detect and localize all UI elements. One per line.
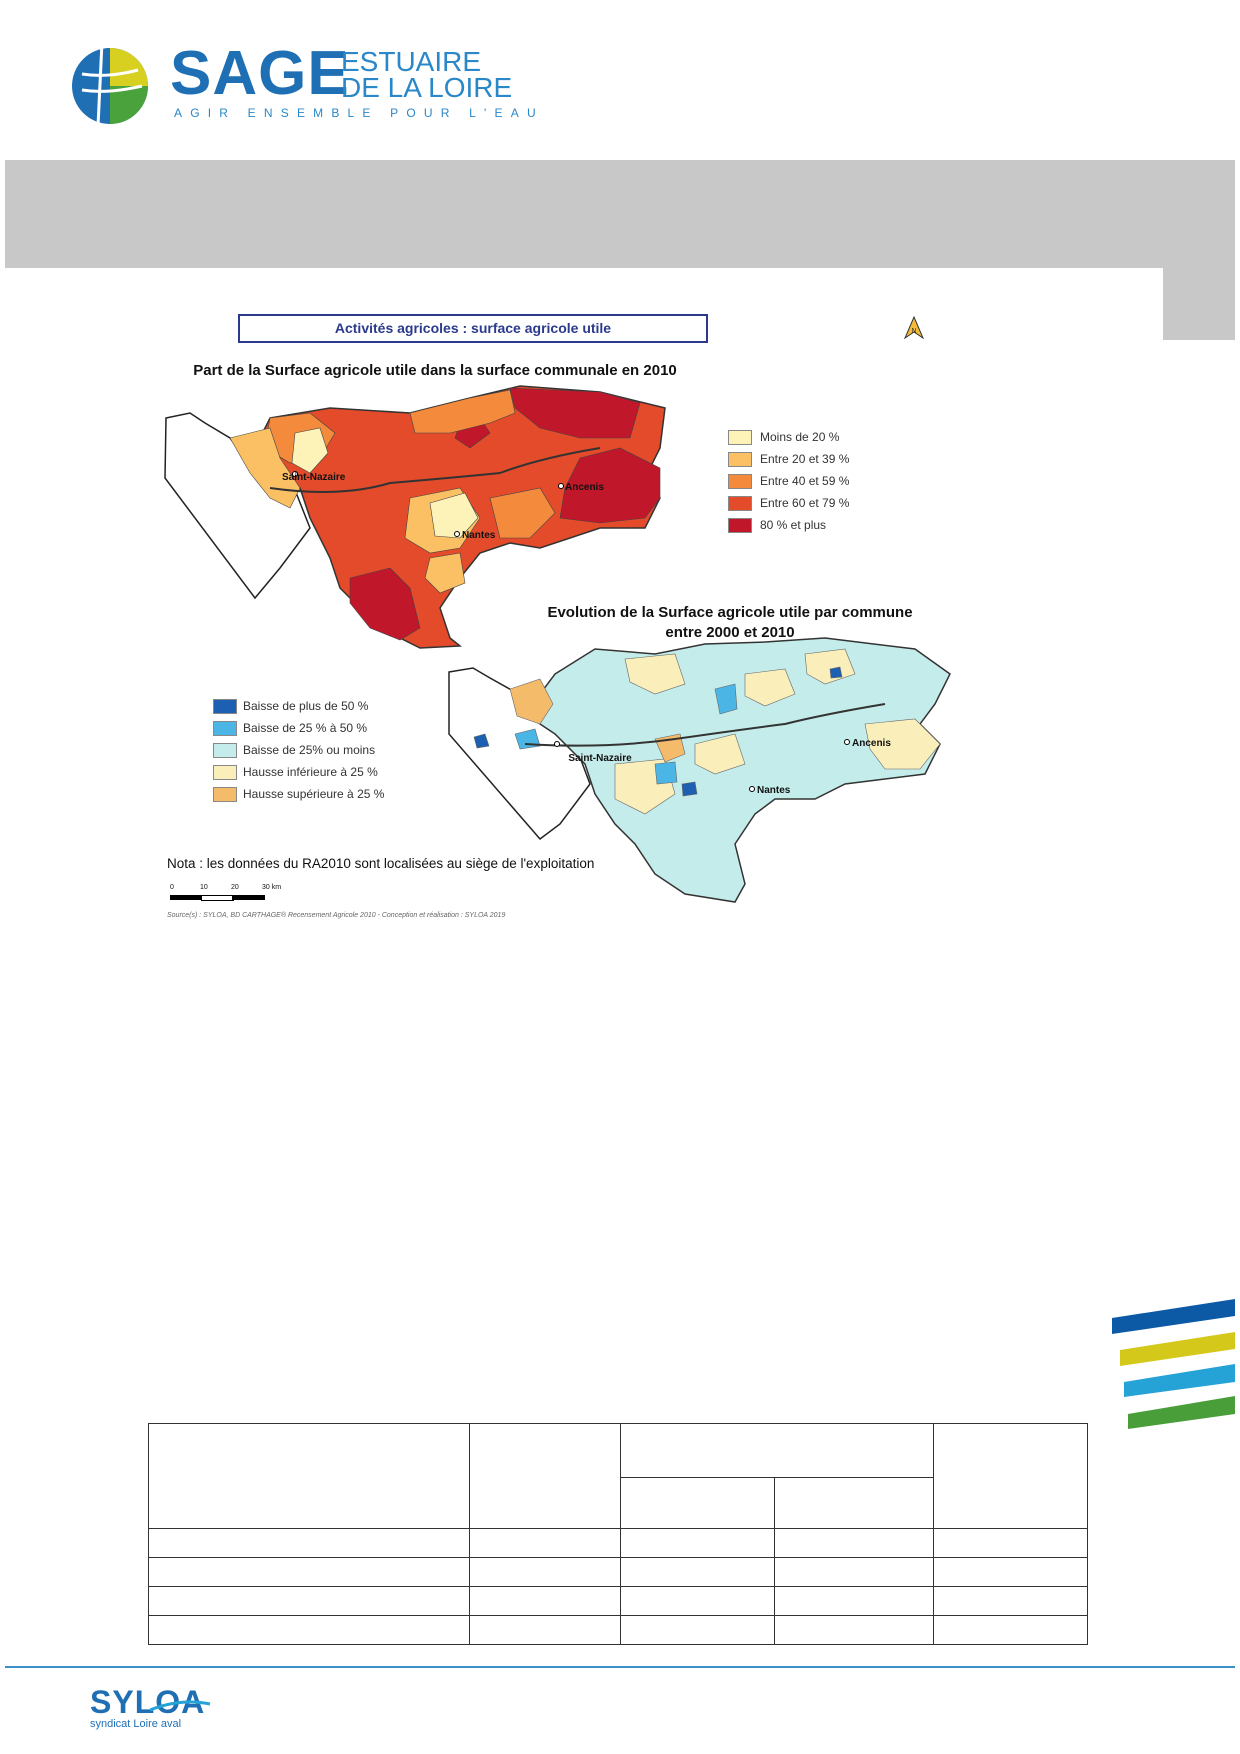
- table-header-group-cell: [620, 1423, 934, 1478]
- map2-city-saint-nazaire: Saint-Nazaire: [568, 753, 632, 764]
- table-subheader-cell: [620, 1477, 775, 1529]
- map1-city-ancenis: Ancenis: [565, 482, 604, 493]
- footer-subtitle: syndicat Loire aval: [90, 1718, 182, 1730]
- scale-tick-2: 20: [231, 884, 239, 891]
- decorative-stripes: [1112, 1299, 1235, 1429]
- map2-city-ancenis: Ancenis: [852, 738, 891, 749]
- figure-title: Activités agricoles : surface agricole u…: [238, 314, 708, 343]
- legend1-swatch-1: [728, 452, 752, 467]
- sage-logo-emblem: [72, 41, 148, 127]
- scale-bar: 0 10 20 30 km: [170, 884, 290, 906]
- figure-nota: Nota : les données du RA2010 sont locali…: [167, 856, 595, 871]
- table-row: [148, 1557, 1088, 1587]
- legend1-label-1: Entre 20 et 39 %: [760, 452, 850, 466]
- scale-tick-0: 0: [170, 884, 174, 891]
- north-arrow-icon: N: [903, 316, 925, 340]
- legend2-swatch-0: [213, 699, 237, 714]
- scale-tick-3: 30 km: [262, 884, 282, 891]
- legend1-label-4: 80 % et plus: [760, 518, 827, 532]
- map1-city-nantes: Nantes: [462, 530, 496, 541]
- logo-de-la-loire-text: DE LA LOIRE: [341, 72, 513, 103]
- footer-divider: [5, 1666, 1235, 1668]
- legend1-swatch-4: [728, 518, 752, 533]
- legend1-swatch-3: [728, 496, 752, 511]
- legend2-label-0: Baisse de plus de 50 %: [243, 699, 369, 713]
- legend2-swatch-2: [213, 743, 237, 758]
- legend2-swatch-1: [213, 721, 237, 736]
- map1-title: Part de la Surface agricole utile dans l…: [193, 362, 677, 379]
- legend2-swatch-4: [213, 787, 237, 802]
- table-header-cell: [469, 1423, 621, 1529]
- legend1-swatch-2: [728, 474, 752, 489]
- map1-city-saint-nazaire: Saint-Nazaire: [282, 472, 346, 483]
- table-row: [148, 1615, 1088, 1645]
- logo-sage-text: SAGE: [170, 39, 350, 108]
- legend1-label-0: Moins de 20 %: [760, 430, 840, 444]
- svg-text:N: N: [911, 328, 916, 335]
- legend1-label-2: Entre 40 et 59 %: [760, 474, 850, 488]
- map2-legend: Baisse de plus de 50 % Baisse de 25 % à …: [213, 699, 413, 809]
- legend2-label-3: Hausse inférieure à 25 %: [243, 765, 378, 779]
- table-header-cell: [933, 1423, 1088, 1529]
- table-row: [148, 1586, 1088, 1616]
- scale-tick-1: 10: [200, 884, 208, 891]
- legend2-label-4: Hausse supérieure à 25 %: [243, 787, 385, 801]
- legend2-label-1: Baisse de 25 % à 50 %: [243, 721, 368, 735]
- syloa-swoosh-icon: [150, 1700, 211, 1712]
- legend1-swatch-0: [728, 430, 752, 445]
- title-banner: [5, 160, 1235, 268]
- map2-title-line2: entre 2000 et 2010: [665, 624, 795, 641]
- legend2-label-2: Baisse de 25% ou moins: [243, 743, 376, 757]
- table-row: [148, 1528, 1088, 1558]
- logo-estuaire-text: ESTUAIRE: [341, 46, 482, 77]
- map2-sau-evolution-2000-2010: Saint-Nazaire Nantes Ancenis: [448, 637, 951, 903]
- legend1-label-3: Entre 60 et 79 %: [760, 496, 850, 510]
- map1-sau-share-2010: Saint-Nazaire Nantes Ancenis: [164, 385, 666, 649]
- legend2-swatch-3: [213, 765, 237, 780]
- map1-legend: Moins de 20 % Entre 20 et 39 % Entre 40 …: [728, 430, 908, 540]
- table-subheader-cell: [774, 1477, 934, 1529]
- map2-title-line1: Evolution de la Surface agricole utile p…: [547, 604, 913, 621]
- logo-tagline: AGIR ENSEMBLE POUR L'EAU: [174, 106, 544, 120]
- figure-source: Source(s) : SYLOA, BD CARTHAGE® Recensem…: [167, 912, 506, 919]
- data-table: [148, 1423, 1088, 1645]
- table-header-cell: [148, 1423, 470, 1529]
- map2-city-nantes: Nantes: [757, 785, 791, 796]
- title-banner-tab: [1163, 268, 1235, 340]
